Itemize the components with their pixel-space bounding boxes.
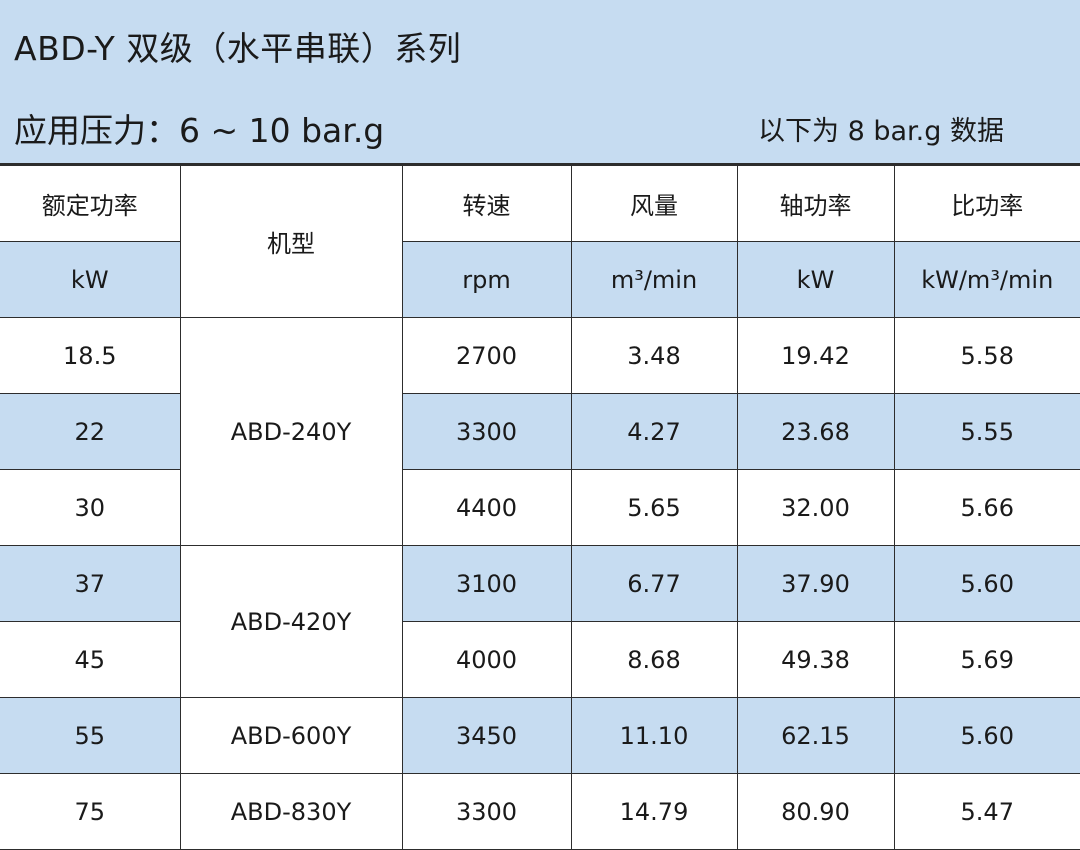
cell-model: ABD-830Y — [179, 773, 403, 850]
cell-specific-power: 5.55 — [893, 393, 1080, 470]
table-row: 75 ABD-830Y 3300 14.79 80.90 5.47 — [0, 773, 1080, 850]
table-row: 22 3300 4.27 23.68 5.55 — [0, 393, 1080, 470]
cell-model: ABD-600Y — [179, 697, 403, 774]
series-title: ABD-Y 双级（水平串联）系列 — [14, 29, 462, 68]
table-row: 55 ABD-600Y 3450 11.10 62.15 5.60 — [0, 697, 1080, 774]
unit-specific-power: kW/m³/min — [893, 241, 1080, 318]
cell-speed: 3450 — [401, 697, 572, 774]
cell-flow: 8.68 — [570, 621, 738, 698]
cell-flow: 14.79 — [570, 773, 738, 850]
cell-power: 55 — [0, 697, 181, 774]
cell-power: 22 — [0, 393, 181, 470]
cell-specific-power: 5.69 — [893, 621, 1080, 698]
cell-specific-power: 5.47 — [893, 773, 1080, 850]
cell-flow: 5.65 — [570, 469, 738, 546]
unit-power: kW — [0, 241, 181, 318]
cell-power: 30 — [0, 469, 181, 546]
table-row: 45 4000 8.68 49.38 5.69 — [0, 621, 1080, 698]
cell-speed: 3100 — [401, 545, 572, 622]
unit-shaft-power: kW — [736, 241, 895, 318]
cell-power: 18.5 — [0, 317, 181, 394]
data-condition-note: 以下为 8 bar.g 数据 — [758, 116, 1004, 147]
col-header-model: 机型 — [179, 165, 403, 318]
cell-specific-power: 5.58 — [893, 317, 1080, 394]
cell-shaft-power: 37.90 — [736, 545, 895, 622]
header-row-units: kW rpm m³/min kW kW/m³/min — [0, 241, 1080, 318]
cell-flow: 3.48 — [570, 317, 738, 394]
header-row-labels: 额定功率 机型 转速 风量 轴功率 比功率 — [0, 165, 1080, 318]
col-header-power: 额定功率 — [0, 165, 181, 242]
unit-speed: rpm — [401, 241, 572, 318]
col-header-specific-power: 比功率 — [893, 165, 1080, 242]
cell-power: 37 — [0, 545, 181, 622]
cell-model: ABD-240Y — [179, 317, 403, 546]
header-banner: ABD-Y 双级（水平串联）系列 应用压力：6 ~ 10 bar.g 以下为 8… — [0, 0, 1080, 165]
cell-flow: 6.77 — [570, 545, 738, 622]
table-row: 30 4400 5.65 32.00 5.66 — [0, 469, 1080, 546]
cell-shaft-power: 62.15 — [736, 697, 895, 774]
cell-shaft-power: 23.68 — [736, 393, 895, 470]
cell-shaft-power: 19.42 — [736, 317, 895, 394]
cell-specific-power: 5.60 — [893, 697, 1080, 774]
cell-model: ABD-420Y — [179, 545, 403, 698]
cell-shaft-power: 80.90 — [736, 773, 895, 850]
cell-shaft-power: 49.38 — [736, 621, 895, 698]
col-header-shaft-power: 轴功率 — [736, 165, 895, 242]
table-row: 18.5 ABD-240Y 2700 3.48 19.42 5.58 — [0, 317, 1080, 546]
pressure-range: 应用压力：6 ~ 10 bar.g — [14, 111, 385, 150]
cell-specific-power: 5.60 — [893, 545, 1080, 622]
cell-speed: 3300 — [401, 393, 572, 470]
cell-power: 45 — [0, 621, 181, 698]
table-row: 37 ABD-420Y 3100 6.77 37.90 5.60 — [0, 545, 1080, 698]
cell-specific-power: 5.66 — [893, 469, 1080, 546]
col-header-speed: 转速 — [401, 165, 572, 242]
cell-speed: 4000 — [401, 621, 572, 698]
cell-flow: 4.27 — [570, 393, 738, 470]
cell-power: 75 — [0, 773, 181, 850]
spec-table: 额定功率 机型 转速 风量 轴功率 比功率 kW rpm m³/min kW k… — [0, 165, 1080, 850]
col-header-flow: 风量 — [570, 165, 738, 242]
cell-speed: 4400 — [401, 469, 572, 546]
unit-flow: m³/min — [570, 241, 738, 318]
cell-shaft-power: 32.00 — [736, 469, 895, 546]
cell-speed: 3300 — [401, 773, 572, 850]
cell-flow: 11.10 — [570, 697, 738, 774]
cell-speed: 2700 — [401, 317, 572, 394]
